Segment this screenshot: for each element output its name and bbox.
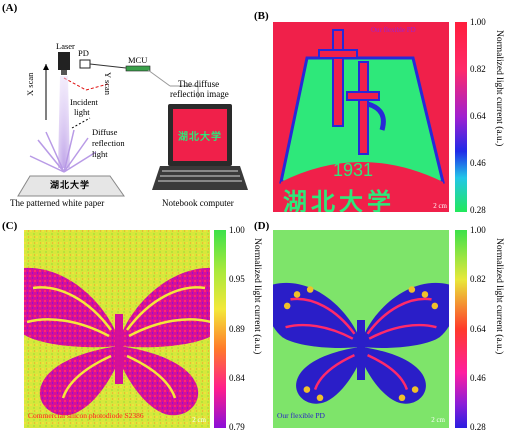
notebook-caption: Notebook computer — [162, 198, 234, 208]
panel-c-tick-2: 0.95 — [229, 274, 245, 284]
panel-d-tick-3: 0.64 — [470, 324, 486, 334]
x-scan-label: X scan — [25, 72, 35, 96]
panel-b-tick-1: 1.00 — [470, 17, 486, 27]
paper-caption: The patterned white paper — [10, 198, 105, 208]
incident-light-label-2: light — [74, 107, 90, 117]
pd-label: PD — [78, 48, 89, 58]
panel-a-schematic — [17, 52, 248, 197]
panel-d-label: (D) — [254, 220, 270, 232]
diffuse-label-1: Diffuse — [92, 127, 118, 137]
panel-b-label: (B) — [254, 10, 269, 22]
diffuse-label-2: reflection — [92, 138, 125, 148]
panel-c-tick-5: 0.79 — [229, 422, 245, 432]
panel-c-inset-label: Commercial silicon photodiode S2386 — [28, 411, 144, 420]
panel-c-tick-3: 0.89 — [229, 324, 245, 334]
panel-a-label: (A) — [2, 2, 18, 14]
panel-b-inset-label: Our flexible PD — [371, 26, 416, 34]
panel-b-tick-2: 0.82 — [470, 64, 486, 74]
panel-d-tick-4: 0.46 — [470, 373, 486, 383]
panel-d-tick-1: 1.00 — [470, 225, 486, 235]
panel-d-colorbar-title: Normalized light current (a.u.) — [494, 238, 504, 355]
panel-b-tick-5: 0.28 — [470, 205, 486, 215]
incident-light-label-1: Incident — [70, 97, 98, 107]
panel-c-tick-4: 0.84 — [229, 373, 245, 383]
paper-text: 湖北大学 — [50, 180, 91, 190]
panel-d-image: Our flexible PD 2 cm — [273, 230, 449, 428]
image-caption-2: reflection image — [170, 89, 229, 99]
panel-c-colorbar-title: Normalized light current (a.u.) — [252, 238, 262, 355]
panel-b-year: 1931 — [333, 160, 374, 180]
panel-c-label: (C) — [2, 220, 18, 232]
panel-c-colorbar — [214, 230, 226, 428]
panel-c-tick-1: 1.00 — [229, 225, 245, 235]
panel-b-colorbar-title: Normalized light current (a.u.) — [494, 30, 504, 147]
panel-b-colorbar — [455, 22, 467, 212]
panel-d-inset-label: Our flexible PD — [277, 411, 325, 420]
panel-b-name: 湖北大学 — [283, 188, 395, 212]
y-scan-label: Y scan — [103, 72, 113, 96]
screen-text: 湖北大学 — [178, 132, 222, 143]
panel-d-tick-5: 0.28 — [470, 422, 486, 432]
panel-c-image: Commercial silicon photodiode S2386 2 cm — [24, 230, 210, 428]
panel-d-tick-2: 0.82 — [470, 274, 486, 284]
panel-b-tick-4: 0.46 — [470, 158, 486, 168]
panel-b-image: Our flexible PD 1931 湖北大学 2 cm — [273, 22, 449, 212]
panel-d-colorbar — [455, 230, 467, 428]
panel-c-scalebar: 2 cm — [192, 416, 206, 424]
laser-label: Laser — [56, 41, 75, 51]
mcu-label: MCU — [128, 55, 148, 65]
panel-d-scalebar: 2 cm — [431, 416, 445, 424]
panel-b-tick-3: 0.64 — [470, 111, 486, 121]
image-caption-1: The diffuse — [178, 79, 220, 89]
diffuse-label-3: light — [92, 149, 108, 159]
panel-b-scalebar: 2 cm — [433, 202, 447, 210]
